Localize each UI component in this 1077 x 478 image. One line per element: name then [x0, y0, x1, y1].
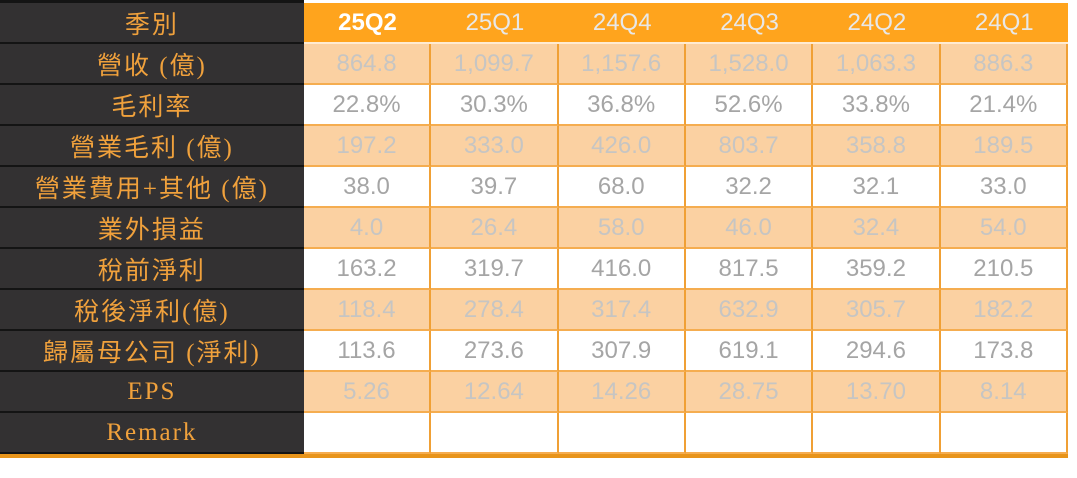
cell-value: 864.8	[303, 44, 432, 85]
table-row: 業外損益 4.0 26.4 58.0 46.0 32.4 54.0	[0, 208, 1068, 249]
quarterly-financial-table: 季別 25Q2 25Q1 24Q4 24Q3 24Q2 24Q1 營收 (億) 864.8 1…	[0, 0, 1068, 458]
table-row: 稅後淨利(億) 118.4 278.4 317.4 632.9 305.7 182.2	[0, 290, 1068, 331]
cell-value: 197.2	[303, 126, 432, 167]
cell-value: 358.8	[813, 126, 941, 167]
cell-value: 803.7	[685, 126, 814, 167]
cell-value: 305.7	[813, 290, 941, 331]
cell-value: 33.0	[940, 167, 1068, 208]
cell-value: 54.0	[940, 208, 1068, 249]
cell-value: 21.4%	[940, 85, 1068, 126]
cell-value	[813, 413, 941, 454]
row-label: EPS	[0, 372, 304, 413]
cell-value	[558, 413, 686, 454]
cell-value: 12.64	[431, 372, 559, 413]
header-row: 季別 25Q2 25Q1 24Q4 24Q3 24Q2 24Q1	[0, 0, 1068, 44]
cell-value	[940, 413, 1068, 454]
row-label: 營收 (億)	[0, 44, 304, 85]
cell-value: 632.9	[685, 290, 814, 331]
cell-value: 8.14	[940, 372, 1068, 413]
cell-value: 4.0	[303, 208, 432, 249]
cell-value: 38.0	[303, 167, 432, 208]
cell-value: 317.4	[558, 290, 686, 331]
cell-value: 32.2	[685, 167, 814, 208]
cell-value	[685, 413, 814, 454]
cell-value: 52.6%	[685, 85, 814, 126]
cell-value: 886.3	[940, 44, 1068, 85]
cell-value: 359.2	[813, 249, 941, 290]
cell-value: 307.9	[558, 331, 686, 372]
cell-value: 817.5	[685, 249, 814, 290]
cell-value: 1,099.7	[431, 44, 559, 85]
cell-value: 5.26	[303, 372, 432, 413]
header-quarter-25Q1: 25Q1	[431, 0, 559, 44]
row-label: Remark	[0, 413, 304, 454]
cell-value	[431, 413, 559, 454]
header-quarter-25Q2: 25Q2	[303, 0, 432, 44]
row-label: 營業費用+其他 (億)	[0, 167, 304, 208]
cell-value: 619.1	[685, 331, 814, 372]
cell-value: 36.8%	[558, 85, 686, 126]
cell-value: 32.4	[813, 208, 941, 249]
cell-value: 426.0	[558, 126, 686, 167]
row-label: 歸屬母公司 (淨利)	[0, 331, 304, 372]
header-quarter-24Q4: 24Q4	[558, 0, 686, 44]
cell-value: 333.0	[431, 126, 559, 167]
row-label: 毛利率	[0, 85, 304, 126]
cell-value: 1,157.6	[558, 44, 686, 85]
cell-value: 319.7	[431, 249, 559, 290]
cell-value: 46.0	[685, 208, 814, 249]
table-row: EPS 5.26 12.64 14.26 28.75 13.70 8.14	[0, 372, 1068, 413]
cell-value: 33.8%	[813, 85, 941, 126]
cell-value: 113.6	[303, 331, 432, 372]
table-row: Remark	[0, 413, 1068, 454]
table-row: 稅前淨利 163.2 319.7 416.0 817.5 359.2 210.5	[0, 249, 1068, 290]
header-quarter-24Q1: 24Q1	[940, 0, 1068, 44]
cell-value: 58.0	[558, 208, 686, 249]
cell-value: 273.6	[431, 331, 559, 372]
row-label: 稅後淨利(億)	[0, 290, 304, 331]
cell-value: 30.3%	[431, 85, 559, 126]
cell-value: 294.6	[813, 331, 941, 372]
table-row: 毛利率 22.8% 30.3% 36.8% 52.6% 33.8% 21.4%	[0, 85, 1068, 126]
cell-value: 118.4	[303, 290, 432, 331]
row-label: 稅前淨利	[0, 249, 304, 290]
cell-value: 39.7	[431, 167, 559, 208]
cell-value: 210.5	[940, 249, 1068, 290]
cell-value: 189.5	[940, 126, 1068, 167]
table-row: 營業費用+其他 (億) 38.0 39.7 68.0 32.2 32.1 33.0	[0, 167, 1068, 208]
cell-value: 26.4	[431, 208, 559, 249]
cell-value	[303, 413, 432, 454]
cell-value: 1,063.3	[813, 44, 941, 85]
cell-value: 182.2	[940, 290, 1068, 331]
cell-value: 173.8	[940, 331, 1068, 372]
table-row: 營業毛利 (億) 197.2 333.0 426.0 803.7 358.8 189.5	[0, 126, 1068, 167]
cell-value: 14.26	[558, 372, 686, 413]
cell-value: 278.4	[431, 290, 559, 331]
cell-value: 1,528.0	[685, 44, 814, 85]
cell-value: 22.8%	[303, 85, 432, 126]
table-row: 營收 (億) 864.8 1,099.7 1,157.6 1,528.0 1,063.3 8…	[0, 44, 1068, 85]
header-quarter-24Q2: 24Q2	[813, 0, 941, 44]
header-quarter-24Q3: 24Q3	[685, 0, 814, 44]
table-row: 歸屬母公司 (淨利) 113.6 273.6 307.9 619.1 294.6 173.8	[0, 331, 1068, 372]
row-label: 營業毛利 (億)	[0, 126, 304, 167]
cell-value: 68.0	[558, 167, 686, 208]
cell-value: 416.0	[558, 249, 686, 290]
financial-summary-table: 季別 25Q2 25Q1 24Q4 24Q3 24Q2 24Q1 營收 (億) 864.8 1…	[0, 0, 1068, 458]
cell-value: 13.70	[813, 372, 941, 413]
cell-value: 32.1	[813, 167, 941, 208]
cell-value: 28.75	[685, 372, 814, 413]
cell-value: 163.2	[303, 249, 432, 290]
row-label: 業外損益	[0, 208, 304, 249]
corner-header-quarter-label: 季別	[0, 0, 304, 44]
